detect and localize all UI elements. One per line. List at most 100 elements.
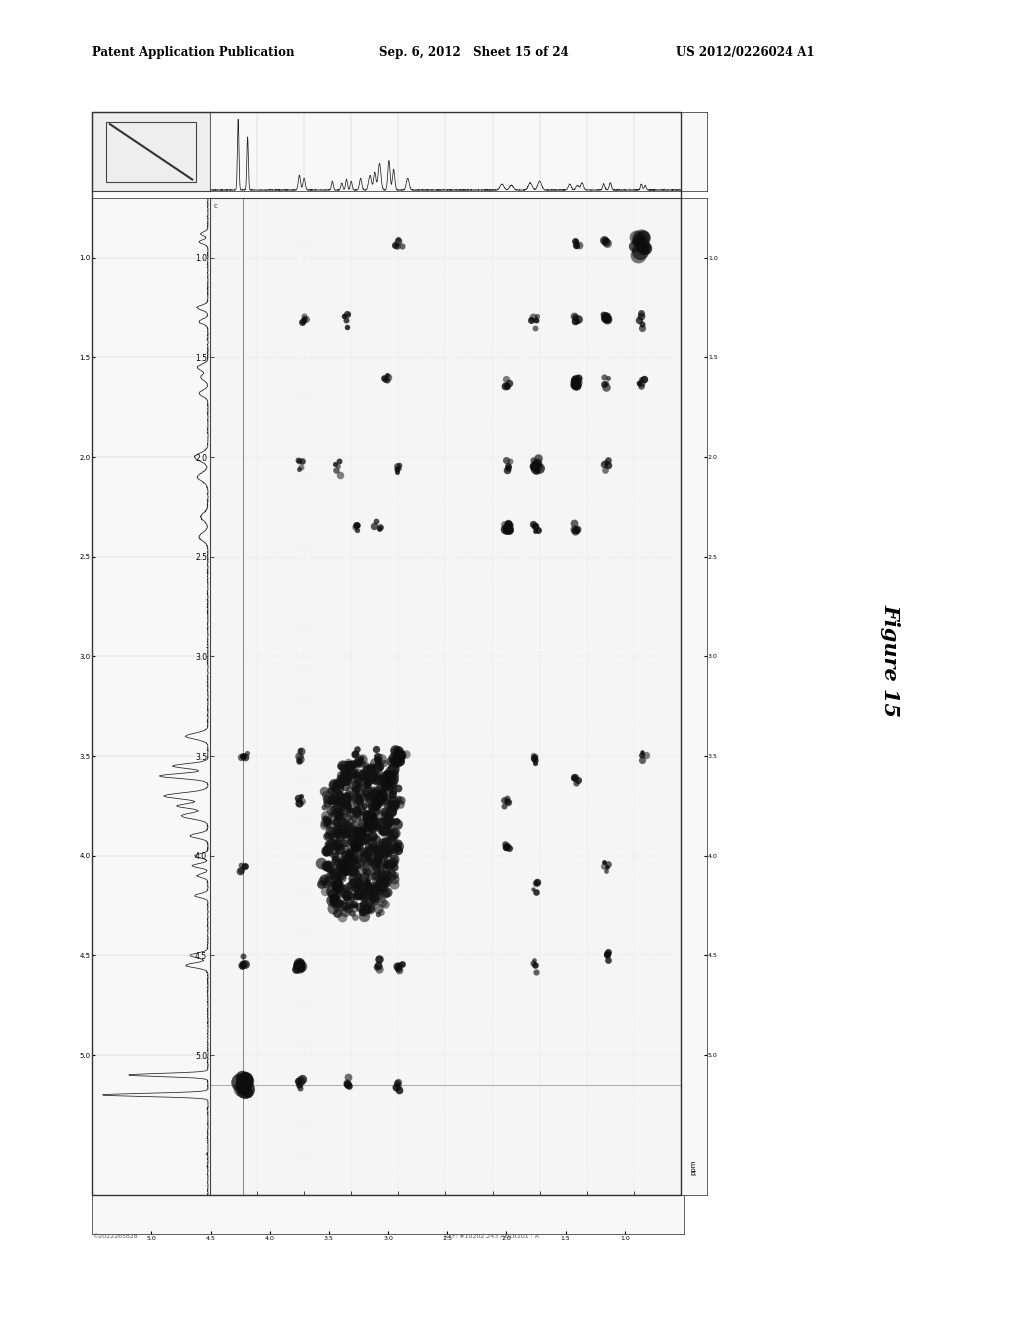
Point xyxy=(349,767,366,788)
Point xyxy=(323,800,339,821)
Point xyxy=(348,808,365,829)
Point xyxy=(349,822,366,843)
Point xyxy=(350,752,367,774)
Point xyxy=(332,465,348,486)
Point xyxy=(370,849,386,870)
Point xyxy=(389,747,406,768)
Point xyxy=(358,873,375,894)
Point xyxy=(388,462,404,483)
Point xyxy=(319,825,336,846)
Point xyxy=(389,956,406,977)
Point xyxy=(368,739,384,760)
Point xyxy=(358,780,375,801)
Point xyxy=(349,771,366,792)
Point xyxy=(330,870,346,891)
Point xyxy=(344,846,360,867)
Point xyxy=(367,770,383,791)
Point xyxy=(341,842,357,863)
Point xyxy=(319,855,336,876)
Point xyxy=(327,779,343,800)
Point xyxy=(325,804,341,825)
Point xyxy=(338,886,354,907)
Point xyxy=(338,830,354,851)
Point xyxy=(382,853,398,874)
Point xyxy=(388,1076,404,1097)
Point xyxy=(390,741,407,762)
Point xyxy=(389,230,406,251)
Point xyxy=(359,785,376,807)
Point xyxy=(379,865,395,886)
Point xyxy=(372,863,388,884)
Point xyxy=(369,858,385,879)
Point xyxy=(318,813,335,834)
Point xyxy=(357,887,374,908)
Point xyxy=(327,828,343,849)
Point xyxy=(330,878,346,899)
Point xyxy=(349,803,366,824)
Point xyxy=(319,792,336,813)
Point xyxy=(369,779,385,800)
Point xyxy=(497,375,513,396)
Point xyxy=(341,787,357,808)
Point xyxy=(370,746,386,767)
Point xyxy=(567,374,584,395)
Point xyxy=(524,878,541,899)
Point xyxy=(370,750,386,771)
Point xyxy=(391,793,408,814)
Point xyxy=(385,791,401,812)
Point xyxy=(351,789,368,810)
Point xyxy=(340,752,356,774)
Point xyxy=(376,801,392,822)
Point xyxy=(600,941,616,962)
Point xyxy=(499,459,515,480)
Point xyxy=(346,774,362,795)
Point xyxy=(331,855,347,876)
Point xyxy=(365,837,381,858)
Point xyxy=(331,785,347,807)
Point xyxy=(332,865,348,886)
Point xyxy=(369,863,385,884)
Point xyxy=(353,748,370,770)
Point xyxy=(293,957,309,978)
Point xyxy=(334,895,350,916)
Point xyxy=(390,836,407,857)
Point xyxy=(347,743,364,764)
Point xyxy=(631,372,647,393)
Point xyxy=(373,748,389,770)
Point xyxy=(369,793,385,814)
Point xyxy=(355,902,372,923)
Point xyxy=(355,813,372,834)
Point xyxy=(630,231,646,252)
Point xyxy=(370,898,386,919)
Point xyxy=(372,789,388,810)
Point xyxy=(343,826,359,847)
Point xyxy=(324,890,340,911)
Point xyxy=(348,799,365,820)
Point xyxy=(385,825,401,846)
Point xyxy=(376,752,392,774)
Point xyxy=(566,767,583,788)
Point xyxy=(313,874,330,895)
Point xyxy=(347,515,364,536)
Point xyxy=(339,887,355,908)
Point xyxy=(291,1074,307,1096)
Point xyxy=(379,882,395,903)
Point xyxy=(500,455,516,477)
Point xyxy=(353,747,370,768)
Point xyxy=(337,890,353,911)
Point xyxy=(528,961,545,982)
Point xyxy=(361,807,378,828)
Point xyxy=(374,781,390,803)
Point xyxy=(323,791,339,812)
Point xyxy=(499,517,515,539)
Point xyxy=(350,836,367,857)
Point xyxy=(374,809,390,830)
Point xyxy=(349,799,366,820)
Point xyxy=(356,828,373,849)
Point xyxy=(386,748,402,770)
Point xyxy=(500,457,516,478)
Point xyxy=(344,871,360,892)
Point xyxy=(371,873,387,894)
Point xyxy=(317,808,334,829)
Point xyxy=(323,834,339,855)
